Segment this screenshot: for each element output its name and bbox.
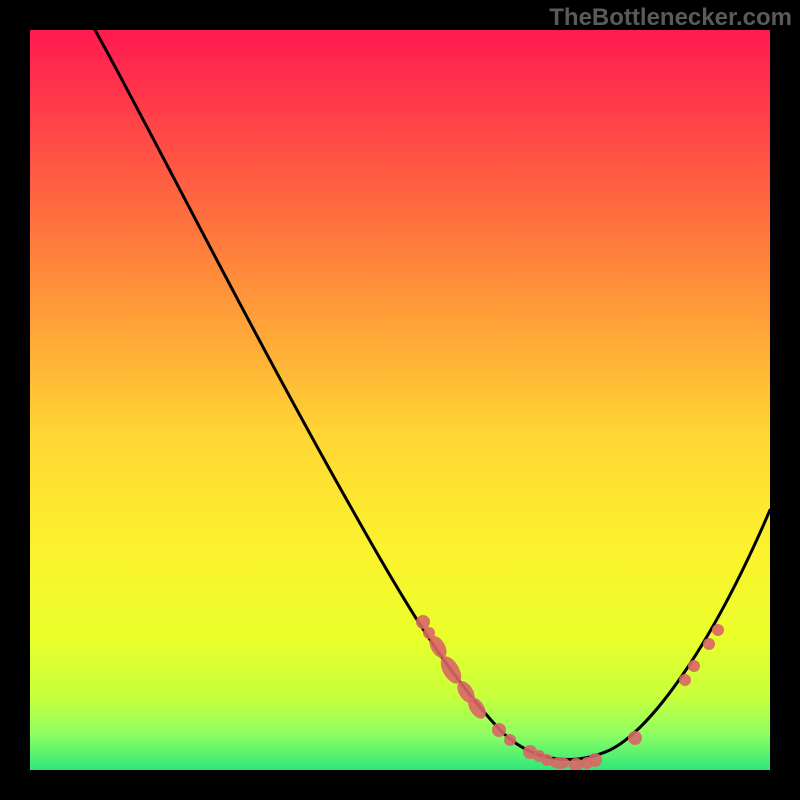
watermark-text: TheBottlenecker.com	[549, 4, 792, 32]
plot-area	[30, 30, 770, 770]
curve-marker	[504, 734, 516, 746]
chart-container: TheBottlenecker.com	[0, 0, 800, 800]
curve-marker	[688, 660, 700, 672]
curve-layer	[30, 30, 770, 770]
curve-marker	[712, 624, 724, 636]
curve-marker	[703, 638, 715, 650]
curve-marker	[679, 674, 691, 686]
curve-marker	[588, 753, 602, 767]
marker-group	[416, 615, 724, 770]
curve-marker	[416, 615, 430, 629]
curve-marker	[628, 731, 642, 745]
curve-marker	[550, 757, 570, 769]
curve-marker	[492, 723, 506, 737]
